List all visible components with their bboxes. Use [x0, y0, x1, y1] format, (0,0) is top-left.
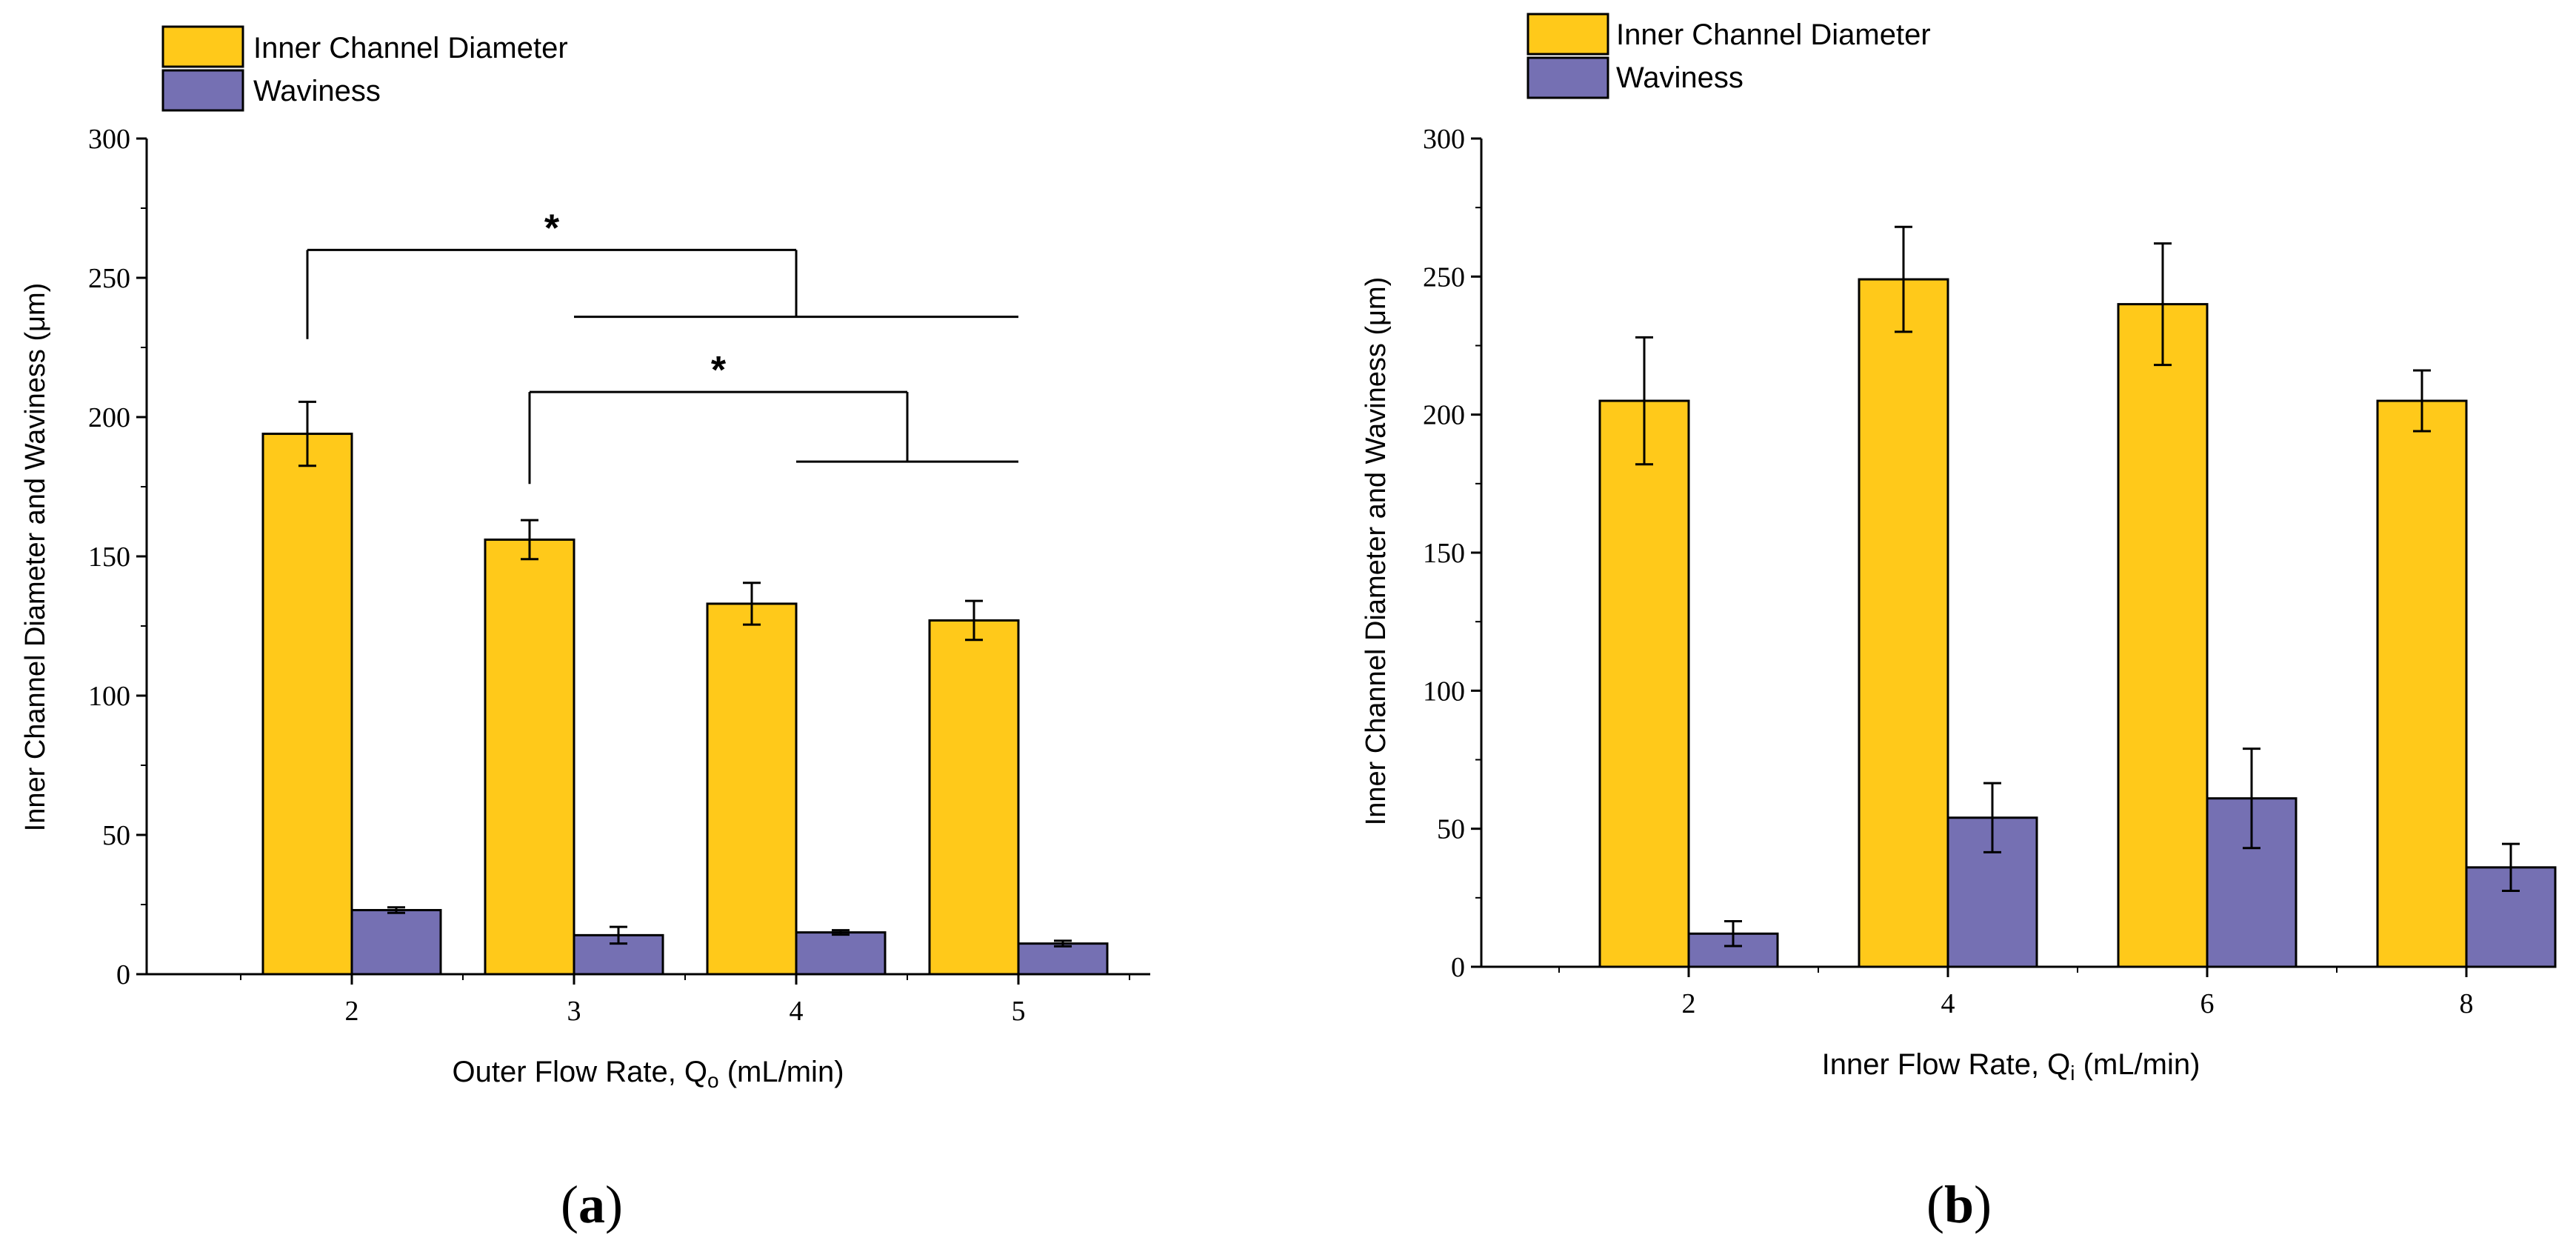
- y-tick-label: 0: [116, 959, 130, 990]
- bar-inner-diameter: [1858, 278, 1949, 968]
- x-axis-label-sub: i: [2070, 1062, 2075, 1085]
- y-tick-label: 100: [88, 681, 130, 712]
- panel-label-a: (a): [561, 1175, 623, 1234]
- y-ticks: 0 50 100 150 200 250 300: [88, 124, 147, 990]
- x-axis-label-main: Outer Flow Rate, Q: [452, 1056, 707, 1088]
- chart-panel-b: Inner Channel Diameter Waviness Inner Ch…: [1361, 13, 2557, 1234]
- bar-waviness: [350, 909, 442, 976]
- bar-inner-diameter: [484, 538, 575, 976]
- y-tick-label: 50: [1437, 814, 1465, 845]
- error-bars: [298, 400, 1072, 948]
- legend-label-inner: Inner Channel Diameter: [1616, 19, 1931, 51]
- x-tick-label: 2: [1682, 988, 1696, 1019]
- error-bars: [1635, 225, 2520, 948]
- bars: [1598, 278, 2557, 968]
- legend-swatch-inner: [161, 25, 244, 68]
- significance-star: *: [711, 349, 727, 392]
- x-axis-label: Outer Flow Rate, Qo (mL/min): [452, 1056, 844, 1092]
- x-axis-label-main: Inner Flow Rate, Q: [1822, 1048, 2071, 1081]
- bar-inner-diameter: [2376, 399, 2468, 968]
- y-tick-label: 100: [1423, 676, 1465, 707]
- bar-inner-diameter: [928, 619, 1020, 976]
- x-axis-label-sub: o: [707, 1069, 719, 1092]
- x-axis-label: Inner Flow Rate, Qi (mL/min): [1822, 1048, 2200, 1085]
- bars: [261, 433, 1109, 976]
- bar-inner-diameter: [2117, 303, 2209, 968]
- legend-swatch-waviness: [161, 69, 244, 112]
- bar-waviness: [795, 931, 887, 976]
- bar-inner-diameter: [1598, 399, 1690, 968]
- significance-brackets: **: [306, 207, 1018, 485]
- legend-label-waviness: Waviness: [1616, 61, 1744, 94]
- y-axis-label: Inner Channel Diameter and Waviness (μm): [1361, 277, 1392, 826]
- y-tick-label: 250: [1423, 262, 1465, 293]
- x-ticks: 2 3 4 5: [240, 974, 1130, 1027]
- y-tick-label: 50: [102, 820, 130, 851]
- chart-panel-a: Inner Channel Diameter Waviness Inner Ch…: [20, 25, 1150, 1234]
- y-tick-label: 300: [88, 124, 130, 155]
- x-tick-label: 6: [2200, 988, 2215, 1019]
- plot-area: 0 50 100 150 200 250 300 2 4 6 8: [1423, 124, 2557, 1019]
- bar-inner-diameter: [706, 602, 798, 976]
- y-tick-label: 150: [1423, 538, 1465, 569]
- legend-label-waviness: Waviness: [253, 75, 381, 107]
- y-ticks: 0 50 100 150 200 250 300: [1423, 124, 1481, 983]
- significance-star: *: [544, 207, 560, 250]
- y-tick-label: 250: [88, 263, 130, 294]
- y-tick-label: 200: [88, 402, 130, 433]
- x-tick-label: 3: [567, 996, 581, 1027]
- y-tick-label: 300: [1423, 124, 1465, 155]
- x-tick-label: 4: [1941, 988, 1955, 1019]
- x-axis-label-tail: (mL/min): [719, 1056, 844, 1088]
- y-tick-label: 150: [88, 542, 130, 573]
- x-tick-label: 4: [790, 996, 804, 1027]
- panel-label-b: (b): [1926, 1175, 1992, 1234]
- x-tick-label: 8: [2460, 988, 2474, 1019]
- bar-waviness: [1017, 942, 1109, 976]
- x-tick-label: 5: [1012, 996, 1026, 1027]
- x-tick-label: 2: [345, 996, 359, 1027]
- x-axis-label-tail: (mL/min): [2075, 1048, 2200, 1081]
- x-ticks: 2 4 6 8: [1558, 967, 2474, 1019]
- y-tick-label: 0: [1451, 952, 1465, 983]
- y-axis-label: Inner Channel Diameter and Waviness (μm): [20, 283, 51, 832]
- bar-inner-diameter: [261, 433, 353, 976]
- legend-swatch-inner: [1526, 13, 1609, 56]
- legend-swatch-waviness: [1526, 56, 1609, 99]
- y-tick-label: 200: [1423, 400, 1465, 431]
- legend-label-inner: Inner Channel Diameter: [253, 32, 568, 64]
